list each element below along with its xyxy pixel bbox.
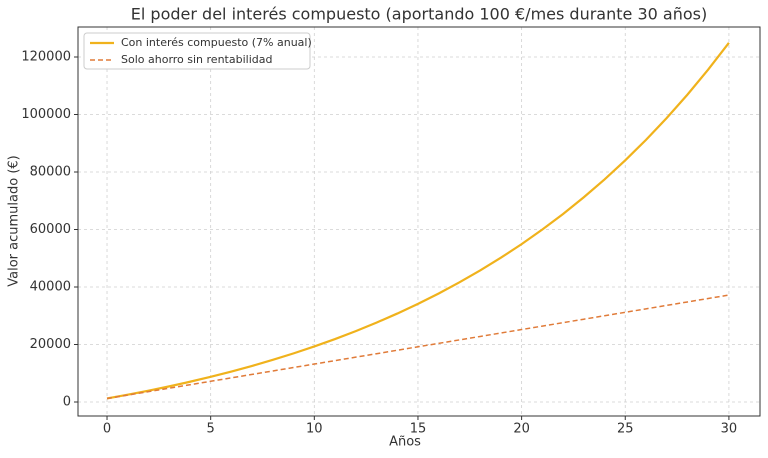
data-line [106,294,730,400]
y-axis-label: Valor acumulado (€) [7,155,22,286]
legend: Con interés compuesto (7% anual) Solo aho… [83,32,312,70]
y-tick-label: 80000 [30,164,71,179]
x-tick-label: 20 [513,422,530,437]
legend-label: Solo ahorro sin rentabilidad [121,53,272,66]
plot-frame [77,26,761,417]
chart-title: El poder del interés compuesto (aportand… [131,5,707,24]
x-tick-label: 5 [207,422,215,437]
legend-label: Con interés compuesto (7% anual) [121,36,312,49]
y-tick-label: 120000 [21,49,71,64]
x-tick-label: 30 [721,422,738,437]
x-axis-label: Años [389,435,421,450]
y-tick-label: 0 [63,394,71,409]
data-line [106,42,730,400]
y-tick-label: 100000 [21,107,71,122]
x-tick-label: 25 [617,422,634,437]
x-tick-label: 0 [103,422,111,437]
y-tick-label: 40000 [30,279,71,294]
x-tick-label: 15 [410,422,427,437]
x-tick-label: 10 [306,422,323,437]
legend-box [83,32,311,70]
y-tick-label: 60000 [30,222,71,237]
y-tick-label: 20000 [30,337,71,352]
